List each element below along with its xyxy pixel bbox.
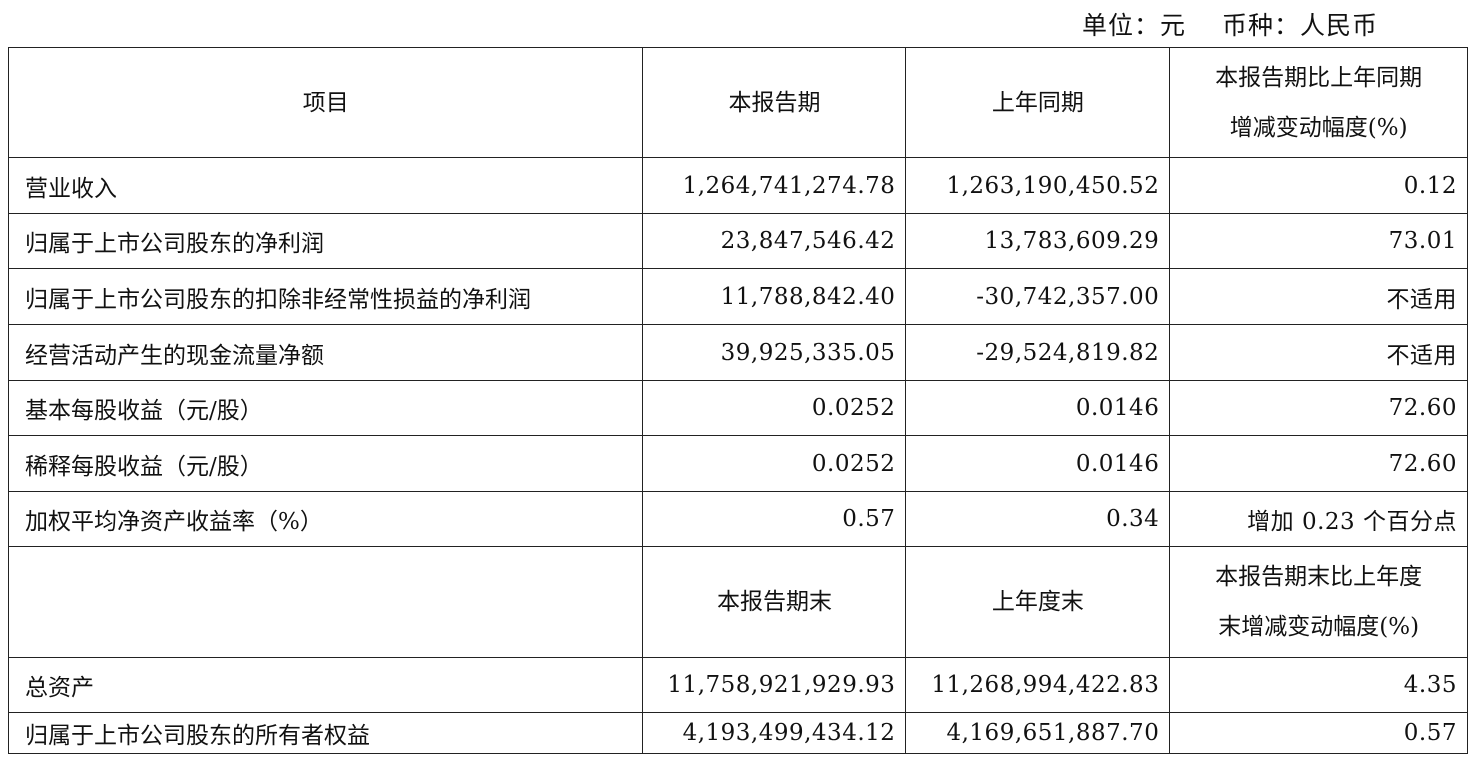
- row-label: 归属于上市公司股东的所有者权益: [7, 712, 644, 754]
- header-line-2: 增减变动幅度(%): [1229, 114, 1408, 141]
- financial-summary-table: 项目 本报告期 上年同期 本报告期比上年同期 增减变动幅度(%) 营业收入 1,264,74…: [7, 47, 1468, 754]
- value-cell: -29,524,819.82: [905, 324, 1171, 381]
- row-label: 经营活动产生的现金流量净额: [7, 324, 644, 381]
- value-cell: 13,783,609.29: [905, 213, 1171, 269]
- currency-label: 币种：人民币: [1221, 11, 1378, 40]
- table-row: 归属于上市公司股东的净利润 23,847,546.42 13,783,609.29 7…: [7, 213, 1468, 269]
- table-row: 基本每股收益（元/股） 0.0252 0.0146 72.60: [7, 380, 1468, 436]
- value-cell: 72.60: [1169, 380, 1468, 436]
- table-header-row: 本报告期末 上年度末 本报告期末比上年度 末增减变动幅度(%): [7, 546, 1468, 658]
- value-cell: 4,193,499,434.12: [642, 712, 907, 754]
- header-cell-change: 本报告期末比上年度 末增减变动幅度(%): [1169, 546, 1468, 658]
- row-label: 营业收入: [7, 157, 644, 214]
- value-cell: -30,742,357.00: [905, 268, 1171, 325]
- row-label: 基本每股收益（元/股）: [7, 380, 644, 436]
- table-row: 总资产 11,758,921,929.93 11,268,994,422.83 4.3…: [7, 657, 1468, 713]
- row-label: 归属于上市公司股东的净利润: [7, 213, 644, 269]
- table-row: 归属于上市公司股东的所有者权益 4,193,499,434.12 4,169,651…: [7, 712, 1468, 754]
- row-label: 总资产: [7, 657, 644, 713]
- table-row: 稀释每股收益（元/股） 0.0252 0.0146 72.60: [7, 435, 1468, 492]
- header-line-1: 本报告期末比上年度: [1215, 564, 1423, 590]
- header-cell: 项目: [7, 47, 644, 158]
- value-cell: 0.0146: [905, 380, 1171, 436]
- header-cell-change: 本报告期比上年同期 增减变动幅度(%): [1169, 47, 1468, 158]
- header-line-2: 末增减变动幅度(%): [1218, 614, 1420, 640]
- value-cell: 72.60: [1169, 435, 1468, 492]
- table-row: 营业收入 1,264,741,274.78 1,263,190,450.52 0.12: [7, 157, 1468, 214]
- table-row: 加权平均净资产收益率（%） 0.57 0.34 增加 0.23 个百分点: [7, 491, 1468, 547]
- header-cell: 本报告期末: [642, 546, 907, 658]
- value-cell: 增加 0.23 个百分点: [1169, 491, 1468, 547]
- header-cell: [7, 546, 644, 658]
- unit-currency-line: 单位：元 币种：人民币: [1082, 6, 1378, 42]
- value-cell: 0.0146: [905, 435, 1171, 492]
- value-cell: 4.35: [1169, 657, 1468, 713]
- table-row: 归属于上市公司股东的扣除非经常性损益的净利润 11,788,842.40 -30,7…: [7, 268, 1468, 325]
- value-cell: 不适用: [1169, 324, 1468, 381]
- header-line-1: 本报告期比上年同期: [1215, 64, 1423, 91]
- header-cell: 本报告期: [642, 47, 907, 158]
- value-cell: 0.0252: [642, 435, 907, 492]
- row-label: 加权平均净资产收益率（%）: [7, 491, 644, 547]
- header-cell: 上年度末: [905, 546, 1171, 658]
- value-cell: 73.01: [1169, 213, 1468, 269]
- value-cell: 11,758,921,929.93: [642, 657, 907, 713]
- value-cell: 不适用: [1169, 268, 1468, 325]
- value-cell: 1,263,190,450.52: [905, 157, 1171, 214]
- value-cell: 4,169,651,887.70: [905, 712, 1171, 754]
- value-cell: 1,264,741,274.78: [642, 157, 907, 214]
- header-cell: 上年同期: [905, 47, 1171, 158]
- table-header-row: 项目 本报告期 上年同期 本报告期比上年同期 增减变动幅度(%): [7, 47, 1468, 158]
- value-cell: 0.34: [905, 491, 1171, 547]
- value-cell: 23,847,546.42: [642, 213, 907, 269]
- row-label: 稀释每股收益（元/股）: [7, 435, 644, 492]
- table-row: 经营活动产生的现金流量净额 39,925,335.05 -29,524,819.82…: [7, 324, 1468, 381]
- unit-label: 单位：元: [1081, 11, 1186, 40]
- value-cell: 11,268,994,422.83: [905, 657, 1171, 713]
- row-label: 归属于上市公司股东的扣除非经常性损益的净利润: [7, 268, 644, 325]
- value-cell: 0.12: [1169, 157, 1468, 214]
- value-cell: 11,788,842.40: [642, 268, 907, 325]
- value-cell: 0.57: [1169, 712, 1468, 754]
- value-cell: 0.0252: [642, 380, 907, 436]
- value-cell: 0.57: [642, 491, 907, 547]
- value-cell: 39,925,335.05: [642, 324, 907, 381]
